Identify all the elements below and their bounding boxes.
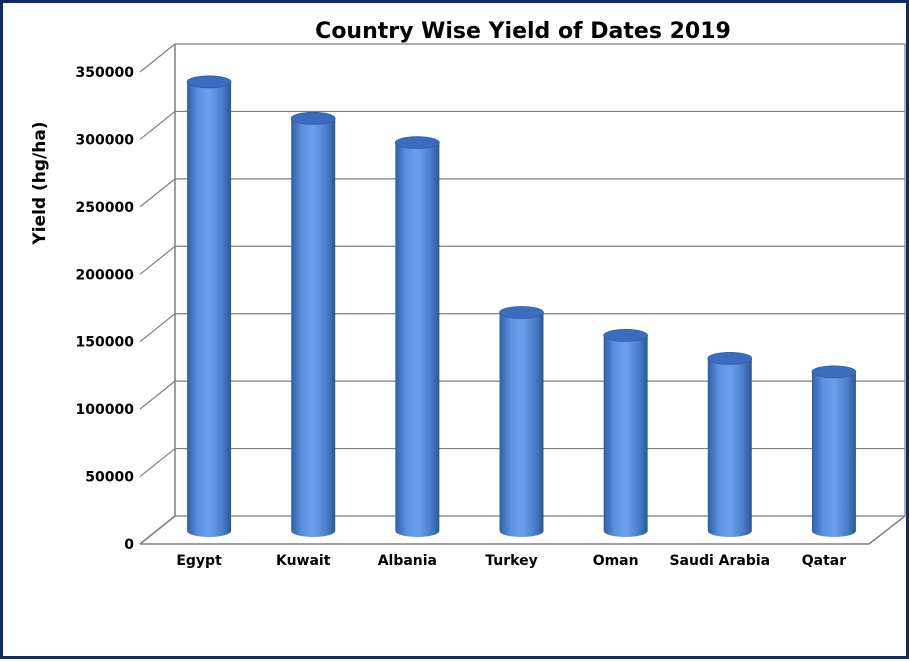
y-tick-label: 350000: [76, 65, 135, 81]
bar-top: [290, 111, 336, 125]
side-gridline: [139, 178, 176, 208]
x-tick-label: Kuwait: [276, 553, 331, 569]
bar-top: [603, 329, 649, 342]
y-tick-label: 300000: [76, 132, 135, 148]
y-tick-label: 150000: [76, 335, 135, 351]
y-tick-label: 200000: [76, 267, 135, 283]
side-gridline: [139, 380, 176, 410]
side-gridline: [139, 110, 176, 140]
floor-left-edge: [139, 515, 176, 545]
side-gridline: [139, 448, 176, 478]
y-tick-label: 250000: [76, 200, 135, 216]
x-tick-label: Turkey: [485, 553, 537, 569]
bar-body: [499, 312, 544, 537]
labels: 0 50000 100000 150000 200000 250000 300000 3500…: [76, 65, 847, 569]
x-tick-label: Albania: [378, 553, 437, 569]
bar-body: [291, 118, 336, 537]
bar: [394, 136, 440, 537]
chart-title: Country Wise Yield of Dates 2019: [315, 19, 731, 44]
x-tick-label: Oman: [593, 553, 639, 569]
bar-body: [811, 371, 856, 537]
bar: [811, 365, 857, 537]
side-gridline: [139, 245, 176, 275]
bar-top: [707, 351, 753, 365]
bar: [603, 329, 649, 537]
y-tick-label: 50000: [85, 470, 134, 486]
bar-body: [707, 358, 752, 537]
x-tick-label: Egypt: [176, 553, 222, 569]
bar-body: [603, 335, 648, 537]
y-tick-label: 0: [124, 537, 134, 553]
bar-top: [186, 75, 232, 89]
side-gridline: [139, 313, 176, 343]
bar: [707, 351, 753, 537]
chart-svg: 0 50000 100000 150000 200000 250000 300000 3500…: [30, 19, 906, 569]
bar-top: [394, 136, 440, 150]
x-tick-label: Saudi Arabia: [669, 553, 770, 569]
bar-top: [811, 365, 857, 379]
x-tick-label: Qatar: [802, 553, 846, 569]
bar: [290, 111, 336, 537]
bar-top: [499, 306, 544, 319]
bar: [186, 75, 232, 537]
side-gridline: [139, 43, 176, 73]
axes: [139, 44, 906, 545]
y-axis-label: Yield (hg/ha): [30, 121, 50, 245]
bar-body: [395, 142, 440, 537]
bar: [499, 306, 544, 537]
bars: [186, 75, 857, 537]
floor-right-edge: [868, 515, 906, 545]
y-tick-label: 100000: [76, 402, 135, 418]
bar-body: [187, 81, 232, 537]
